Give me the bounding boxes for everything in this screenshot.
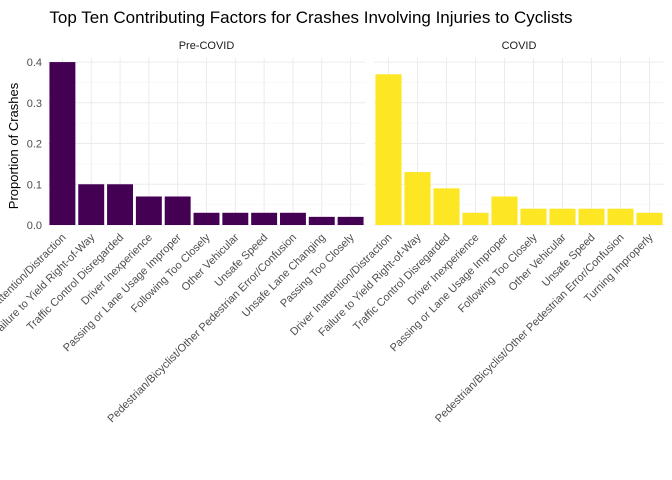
- bar: [404, 172, 431, 225]
- bar: [578, 208, 605, 225]
- x-tick-label: Pedestrian/Bicyclist/Other Pedestrian Er…: [106, 232, 300, 426]
- bar: [337, 216, 364, 225]
- bar: [222, 212, 249, 225]
- facet-strip-label: COVID: [502, 40, 537, 52]
- bar: [78, 184, 105, 225]
- y-tick-label: 0.0: [27, 220, 42, 232]
- bar: [49, 62, 76, 226]
- bar: [251, 212, 278, 225]
- bar: [279, 212, 306, 225]
- chart-title: Top Ten Contributing Factors for Crashes…: [49, 8, 572, 27]
- y-tick-label: 0.4: [27, 57, 42, 69]
- y-tick-label: 0.1: [27, 179, 42, 191]
- y-axis-label: Proportion of Crashes: [6, 82, 21, 209]
- bar: [375, 74, 402, 225]
- bar: [462, 212, 489, 225]
- y-tick-label: 0.3: [27, 98, 42, 110]
- y-tick-label: 0.2: [27, 139, 42, 151]
- bar: [433, 188, 460, 225]
- bar: [135, 196, 162, 225]
- bar: [107, 184, 134, 225]
- bar: [549, 208, 576, 225]
- bar: [607, 208, 634, 225]
- bar: [193, 212, 220, 225]
- bar: [164, 196, 191, 225]
- bar: [520, 208, 547, 225]
- facet-strip-label: Pre-COVID: [179, 40, 235, 52]
- bar: [308, 216, 335, 225]
- bar: [636, 212, 663, 225]
- bar: [491, 196, 518, 225]
